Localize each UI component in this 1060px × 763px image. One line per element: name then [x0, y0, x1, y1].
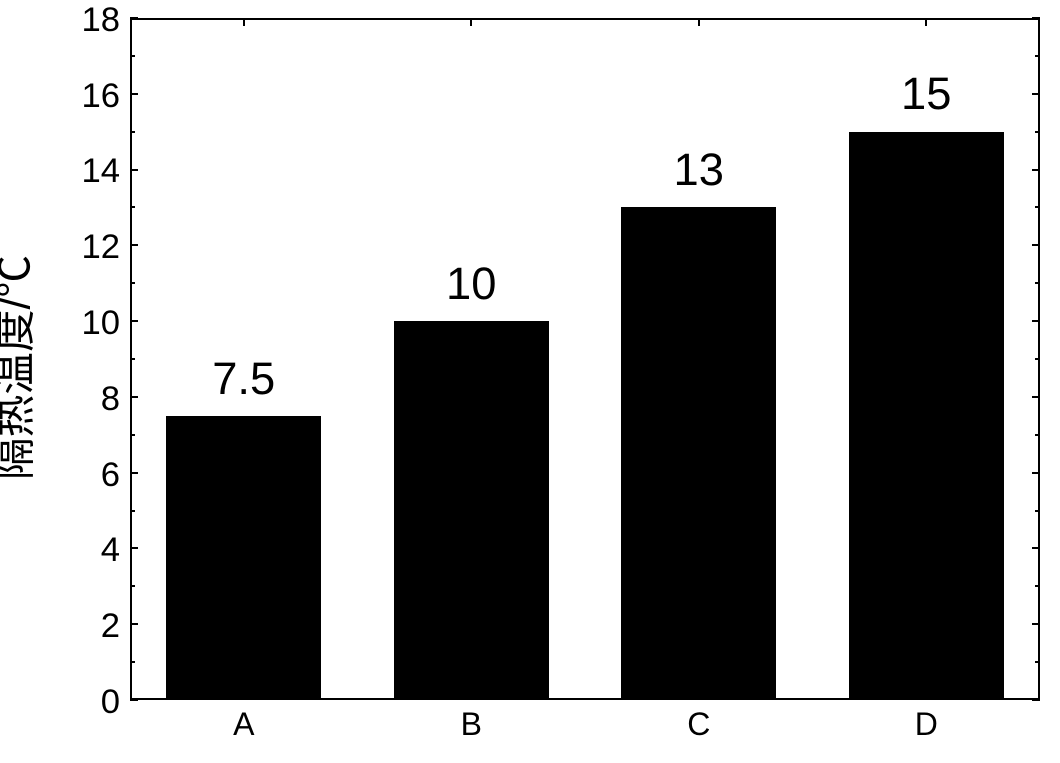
y-tick-mark — [1032, 396, 1040, 398]
x-tick-label: A — [204, 706, 284, 743]
y-minor-tick — [1035, 282, 1040, 284]
x-tick-mark — [243, 18, 245, 26]
y-minor-tick — [1035, 434, 1040, 436]
y-minor-tick — [130, 661, 135, 663]
y-tick-label: 10 — [60, 304, 120, 343]
bar-chart: 隔热温度/℃ 024681012141618 ABCD 7.5101315 — [0, 0, 1060, 763]
y-tick-mark — [130, 623, 138, 625]
y-tick-mark — [1032, 17, 1040, 19]
x-tick-label: B — [431, 706, 511, 743]
y-tick-label: 18 — [60, 1, 120, 40]
y-tick-mark — [130, 699, 138, 701]
bar — [621, 207, 776, 700]
y-minor-tick — [130, 585, 135, 587]
y-minor-tick — [1035, 585, 1040, 587]
bar — [849, 132, 1004, 700]
x-tick-label: D — [886, 706, 966, 743]
y-tick-label: 8 — [60, 380, 120, 419]
y-minor-tick — [130, 282, 135, 284]
y-tick-mark — [1032, 320, 1040, 322]
y-minor-tick — [130, 206, 135, 208]
y-tick-mark — [130, 244, 138, 246]
y-minor-tick — [130, 131, 135, 133]
bar-value-label: 10 — [364, 258, 579, 310]
y-tick-mark — [130, 17, 138, 19]
y-tick-mark — [1032, 169, 1040, 171]
y-tick-mark — [1032, 699, 1040, 701]
bar-value-label: 15 — [819, 68, 1034, 120]
y-minor-tick — [130, 358, 135, 360]
y-tick-label: 14 — [60, 152, 120, 191]
y-minor-tick — [1035, 206, 1040, 208]
bar-value-label: 7.5 — [136, 353, 351, 405]
y-tick-mark — [130, 547, 138, 549]
y-minor-tick — [1035, 55, 1040, 57]
y-minor-tick — [1035, 358, 1040, 360]
y-tick-mark — [1032, 472, 1040, 474]
y-tick-label: 6 — [60, 456, 120, 495]
y-tick-mark — [130, 320, 138, 322]
y-tick-mark — [1032, 547, 1040, 549]
bar-value-label: 13 — [591, 144, 806, 196]
y-minor-tick — [1035, 510, 1040, 512]
y-tick-mark — [130, 169, 138, 171]
y-tick-label: 0 — [60, 683, 120, 722]
y-tick-label: 4 — [60, 531, 120, 570]
y-tick-mark — [130, 472, 138, 474]
x-tick-mark — [925, 18, 927, 26]
y-tick-mark — [1032, 244, 1040, 246]
y-minor-tick — [130, 434, 135, 436]
y-tick-label: 16 — [60, 77, 120, 116]
y-tick-label: 12 — [60, 228, 120, 267]
x-tick-mark — [698, 18, 700, 26]
y-minor-tick — [1035, 661, 1040, 663]
bar — [394, 321, 549, 700]
y-minor-tick — [130, 55, 135, 57]
y-axis-label: 隔热温度/℃ — [0, 168, 43, 568]
bar — [166, 416, 321, 700]
y-minor-tick — [130, 510, 135, 512]
y-tick-mark — [1032, 623, 1040, 625]
y-tick-mark — [130, 93, 138, 95]
y-tick-label: 2 — [60, 607, 120, 646]
y-minor-tick — [1035, 131, 1040, 133]
x-tick-label: C — [659, 706, 739, 743]
x-tick-mark — [470, 18, 472, 26]
